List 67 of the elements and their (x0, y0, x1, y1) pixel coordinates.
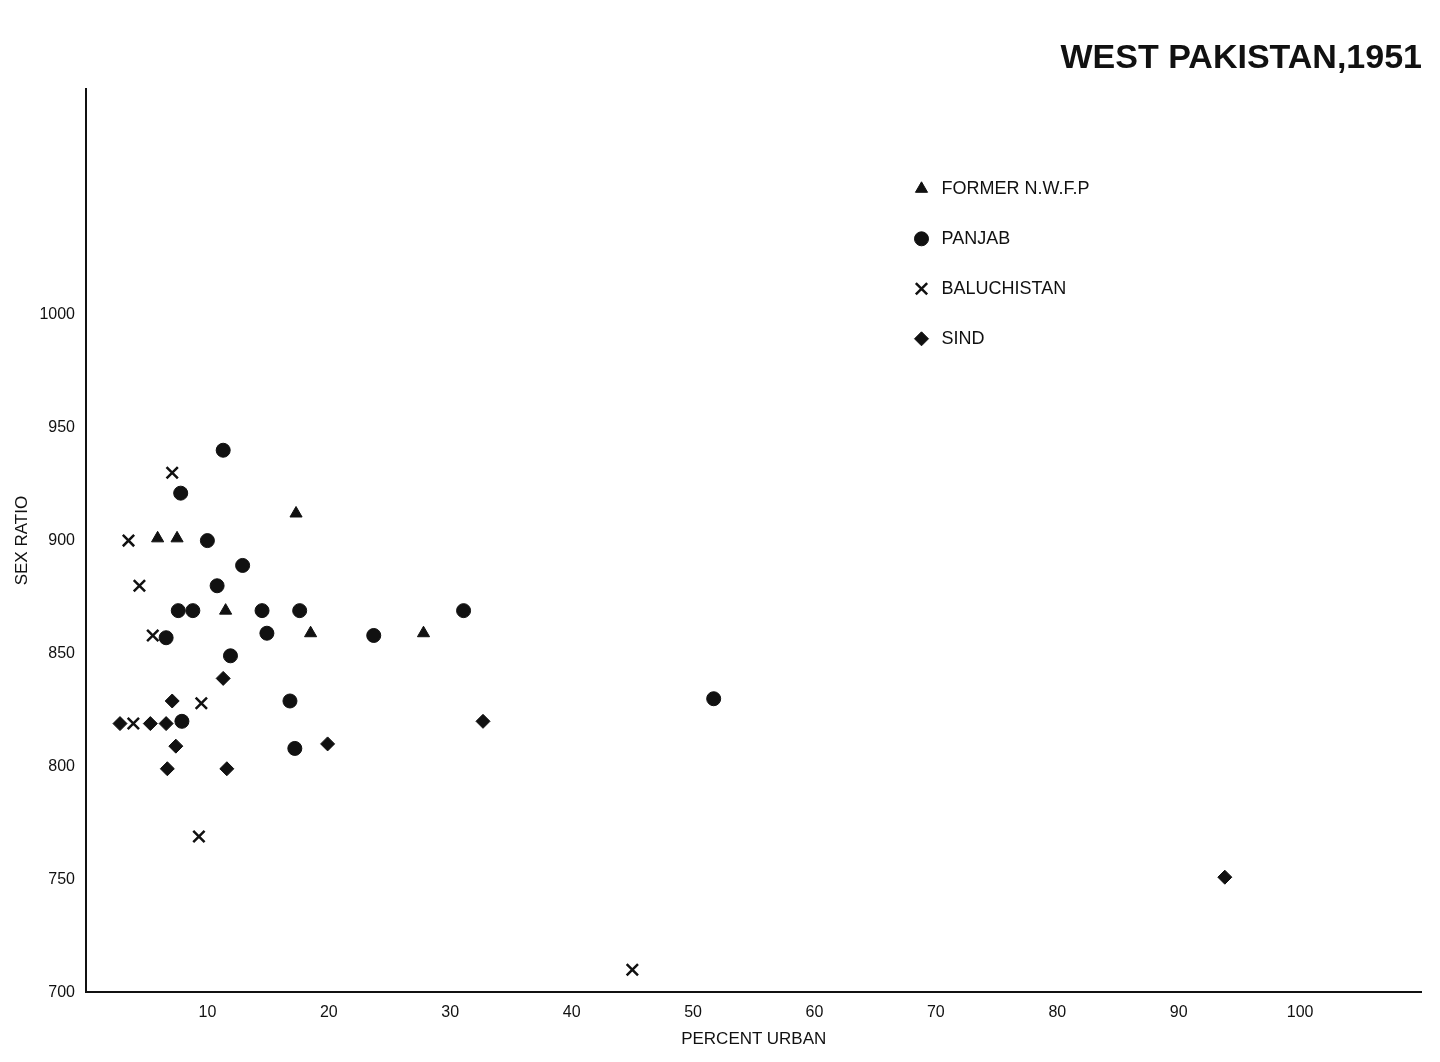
x-tick-label: 50 (684, 1003, 703, 1021)
point (168, 738, 184, 754)
point (185, 603, 201, 619)
point (170, 530, 184, 543)
legend-label: PANJAB (941, 227, 1011, 248)
point (132, 578, 147, 593)
point (158, 716, 174, 732)
legend-label: SIND (941, 327, 985, 348)
point (170, 603, 186, 619)
point (165, 465, 180, 480)
point (209, 578, 225, 594)
point (158, 630, 174, 646)
point (151, 530, 165, 543)
point (259, 625, 275, 641)
point (366, 627, 382, 643)
chart-title: WEST PAKISTAN,1951 (1060, 36, 1422, 75)
point (416, 625, 431, 638)
point (625, 962, 640, 977)
point (292, 603, 308, 619)
point (174, 713, 190, 729)
y-tick-label: 950 (48, 418, 76, 436)
legend-label: BALUCHISTAN (941, 277, 1067, 298)
point (254, 603, 270, 619)
y-tick-label: 850 (48, 643, 76, 661)
point (1217, 869, 1233, 885)
point (215, 670, 231, 686)
y-tick-label: 750 (48, 869, 76, 887)
point (222, 648, 238, 664)
point (289, 505, 303, 518)
point (199, 533, 215, 549)
x-tick-label: 70 (926, 1003, 945, 1021)
point (235, 557, 251, 573)
x-tick-label: 30 (441, 1003, 460, 1021)
x-tick-label: 60 (805, 1003, 824, 1021)
point (304, 625, 318, 638)
point (219, 761, 235, 777)
x-tick-label: 90 (1169, 1003, 1188, 1021)
x-tick-label: 40 (562, 1003, 581, 1021)
point (475, 713, 491, 729)
x-tick-label: 100 (1286, 1003, 1314, 1021)
y-axis-title: SEX RATIO (11, 495, 31, 586)
y-tick-label: 900 (48, 531, 76, 549)
point (173, 485, 189, 501)
point (142, 716, 158, 732)
point (215, 442, 231, 458)
x-tick-label: 80 (1048, 1003, 1067, 1021)
point (192, 829, 206, 844)
point (194, 696, 209, 711)
point (121, 533, 136, 548)
point (456, 603, 472, 619)
y-tick-label: 800 (48, 756, 76, 774)
point (164, 693, 180, 709)
point (287, 740, 303, 756)
x-tick-label: 10 (198, 1003, 217, 1021)
point (282, 693, 298, 709)
point (159, 761, 175, 777)
point (112, 716, 128, 732)
point (219, 603, 233, 615)
point (126, 716, 141, 731)
y-tick-label: 700 (48, 982, 76, 1000)
point (320, 736, 336, 752)
point (706, 691, 722, 707)
legend-label: FORMER N.W.F.P (941, 177, 1090, 198)
x-axis-title: PERCENT URBAN (681, 1029, 827, 1049)
point (145, 628, 160, 643)
y-tick-label: 1000 (39, 305, 76, 323)
x-tick-label: 20 (319, 1003, 338, 1021)
